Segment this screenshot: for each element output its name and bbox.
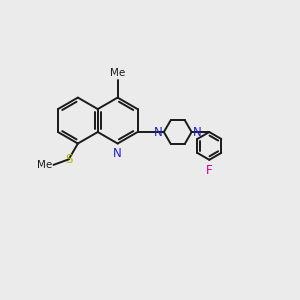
- Text: F: F: [206, 164, 213, 177]
- Text: N: N: [154, 125, 162, 139]
- Text: N: N: [113, 147, 122, 160]
- Text: S: S: [65, 153, 72, 166]
- Text: Me: Me: [110, 68, 125, 78]
- Text: N: N: [193, 125, 202, 139]
- Text: Me: Me: [37, 160, 52, 170]
